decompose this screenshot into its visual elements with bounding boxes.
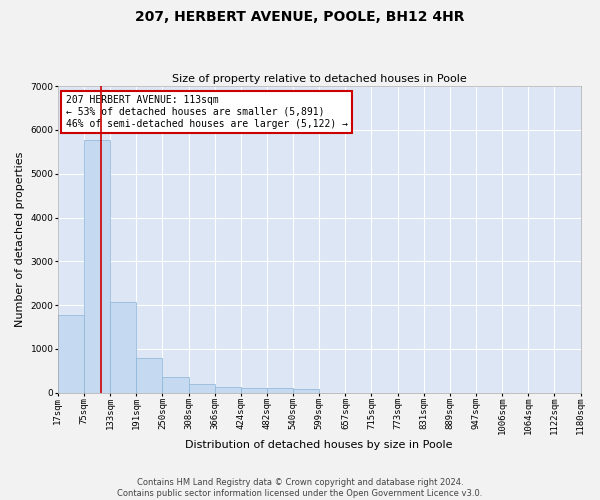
- Bar: [163, 378, 188, 392]
- Bar: [293, 389, 319, 392]
- Bar: [241, 388, 267, 392]
- Text: Contains HM Land Registry data © Crown copyright and database right 2024.
Contai: Contains HM Land Registry data © Crown c…: [118, 478, 482, 498]
- Bar: [58, 314, 84, 392]
- Title: Size of property relative to detached houses in Poole: Size of property relative to detached ho…: [172, 74, 466, 84]
- Bar: [136, 358, 163, 392]
- Bar: [215, 387, 241, 392]
- X-axis label: Distribution of detached houses by size in Poole: Distribution of detached houses by size …: [185, 440, 453, 450]
- Bar: [84, 140, 110, 392]
- Bar: [267, 388, 293, 392]
- Bar: [188, 384, 215, 392]
- Bar: [110, 302, 136, 392]
- Y-axis label: Number of detached properties: Number of detached properties: [15, 152, 25, 327]
- Text: 207 HERBERT AVENUE: 113sqm
← 53% of detached houses are smaller (5,891)
46% of s: 207 HERBERT AVENUE: 113sqm ← 53% of deta…: [65, 96, 347, 128]
- Text: 207, HERBERT AVENUE, POOLE, BH12 4HR: 207, HERBERT AVENUE, POOLE, BH12 4HR: [135, 10, 465, 24]
